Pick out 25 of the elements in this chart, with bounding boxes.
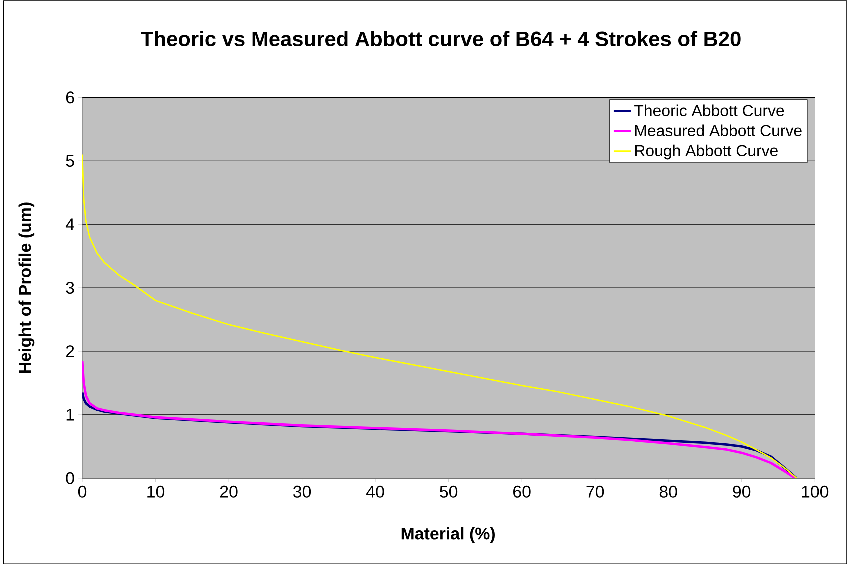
x-tick-label: 90 bbox=[733, 486, 751, 498]
x-tick-label: 20 bbox=[220, 486, 238, 498]
y-axis-title: Height of Profile (um) bbox=[18, 202, 35, 373]
y-tick-label: 0 bbox=[66, 472, 74, 484]
x-tick-label: 100 bbox=[802, 486, 829, 498]
x-tick-label: 60 bbox=[514, 486, 531, 498]
legend-label: Theoric Abbott Curve bbox=[634, 104, 784, 116]
x-tick-label: 10 bbox=[148, 486, 165, 498]
x-tick-label: 40 bbox=[366, 486, 384, 498]
y-tick-label: 1 bbox=[66, 409, 74, 421]
x-axis-title: Material (%) bbox=[402, 527, 495, 544]
chart-title: Theoric vs Measured Abbott curve of B64 + 4 Strokes of B20 bbox=[141, 31, 741, 46]
x-tick-label: 30 bbox=[294, 486, 312, 498]
legend-label: Rough Abbott Curve bbox=[635, 144, 778, 160]
line-series bbox=[82, 360, 797, 478]
x-tick-label: 50 bbox=[440, 486, 458, 498]
x-tick-label: 0 bbox=[78, 486, 87, 498]
y-tick-label: 6 bbox=[66, 92, 74, 104]
x-tick-label: 80 bbox=[660, 486, 678, 498]
legend-label: Measured Abbott Curve bbox=[635, 124, 802, 136]
x-tick-label: 70 bbox=[586, 486, 604, 498]
y-tick-label: 3 bbox=[66, 282, 74, 294]
y-tick-label: 5 bbox=[66, 155, 74, 167]
y-tick-label: 4 bbox=[66, 218, 75, 230]
y-tick-label: 2 bbox=[66, 346, 74, 358]
